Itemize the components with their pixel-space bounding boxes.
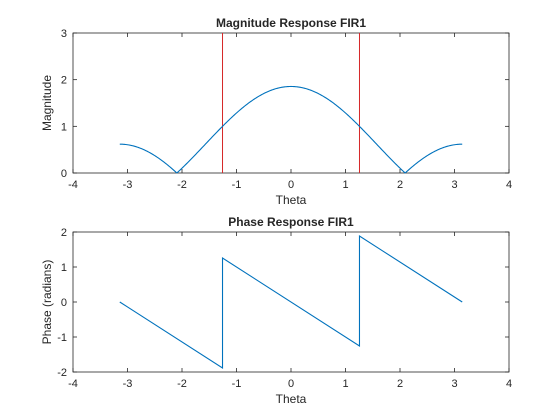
- x-tick-label: 4: [506, 179, 512, 191]
- x-tick-label: 0: [288, 179, 294, 191]
- x-tick-label: 3: [451, 378, 457, 390]
- y-tick-label: 1: [61, 262, 67, 274]
- x-tick-label: 0: [288, 378, 294, 390]
- y-tick-label: 0: [61, 297, 67, 309]
- x-tick-label: -2: [177, 378, 187, 390]
- x-tick-label: -4: [68, 179, 78, 191]
- chart-title: Magnitude Response FIR1: [216, 16, 366, 30]
- y-tick-label: 1: [61, 121, 67, 133]
- x-tick-label: -1: [232, 378, 242, 390]
- series-line: [119, 85, 463, 174]
- x-axis-label: Theta: [276, 193, 307, 207]
- y-tick-label: -1: [57, 332, 67, 344]
- axes-magnitude: -4 -3 -2 -1 0 1 2 3 4 0 1 2 3 Magnitude Response FIR1…: [40, 16, 512, 207]
- x-tick-label: -4: [68, 378, 78, 390]
- axes-phase: -4 -3 -2 -1 0 1 2 3 4 -2 -1 0 1 2 Phase Response FIR1 T…: [40, 215, 512, 406]
- chart-title: Phase Response FIR1: [228, 215, 354, 229]
- x-tick-label: -1: [232, 179, 242, 191]
- x-tick-label: -2: [177, 179, 187, 191]
- y-axis-label: Phase (radians): [40, 260, 54, 345]
- y-tick-label: 0: [61, 168, 67, 180]
- series-line: [119, 235, 463, 369]
- x-tick-label: 2: [397, 378, 403, 390]
- x-tick-label: -3: [123, 378, 133, 390]
- x-tick-label: 4: [506, 378, 512, 390]
- y-axis-label: Magnitude: [40, 75, 54, 131]
- x-tick-label: 2: [397, 179, 403, 191]
- x-tick-label: -3: [123, 179, 133, 191]
- x-tick-label: 3: [451, 179, 457, 191]
- x-tick-label: 1: [342, 179, 348, 191]
- y-tick-label: 2: [61, 227, 67, 239]
- x-tick-label: 1: [342, 378, 348, 390]
- y-tick-label: 3: [61, 28, 67, 40]
- x-axis-label: Theta: [276, 392, 307, 406]
- y-tick-label: 2: [61, 75, 67, 87]
- plot-area: [72, 32, 510, 174]
- y-tick-label: -2: [57, 367, 67, 379]
